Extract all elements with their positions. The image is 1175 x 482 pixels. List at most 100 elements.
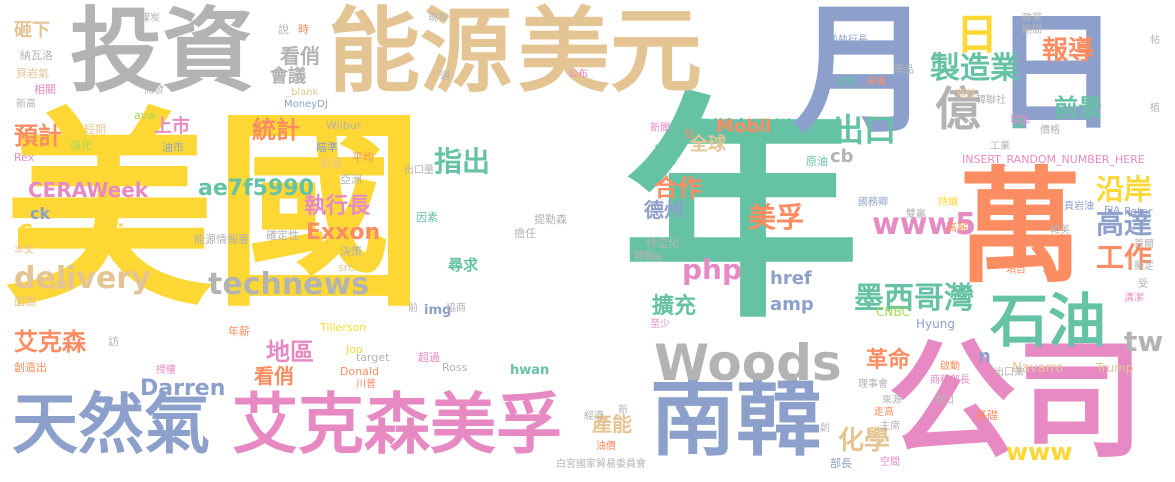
cloud-word-ae7f5990: ae7f5990 xyxy=(198,176,314,201)
cloud-word-ross: Ross xyxy=(442,361,468,374)
cloud-word-minister: 部長 xyxy=(830,457,852,470)
cloud-word-exxon: Exxon xyxy=(306,220,381,245)
cloud-word-invest: 投資 xyxy=(70,0,255,105)
cloud-word-seek: 尋求 xyxy=(448,256,479,274)
cloud-word-factor: 因素 xyxy=(416,211,438,224)
cloud-word-sec-state: 國務卿 xyxy=(858,197,888,208)
cloud-word-joo: Joo xyxy=(346,343,363,356)
cloud-word-note-4: 創 xyxy=(820,423,830,434)
cloud-word-ceraweek: CERAWeek xyxy=(28,178,149,202)
cloud-word-commerce-sec: 商務部長 xyxy=(930,375,970,386)
cloud-word-usd: 美元 xyxy=(518,0,703,105)
cloud-word-href: href xyxy=(770,268,812,289)
cloud-word-coal: 煤炭 xyxy=(140,13,160,24)
cloud-word-global: 全球 xyxy=(690,134,726,155)
cloud-word-korea: 南韓 xyxy=(650,368,822,468)
cloud-word-exporter: 出口業 xyxy=(994,367,1024,378)
cloud-word-develop: 開發 xyxy=(144,85,164,96)
cloud-word-avw: avw xyxy=(134,109,157,122)
cloud-word-announce: 公布 xyxy=(568,69,588,80)
cloud-word-www5: www5 xyxy=(872,207,977,242)
cloud-word-at-least: 至少 xyxy=(650,319,670,330)
cloud-word-estimate: 預計 xyxy=(14,122,62,150)
cloud-word-note-1: 帖 xyxy=(1150,35,1160,46)
cloud-word-louisiana: 路易斯安那州 xyxy=(672,116,792,140)
cloud-word-blank: _blank xyxy=(286,87,319,98)
cloud-word-tw: tw xyxy=(1124,325,1164,358)
cloud-word-portion: 份 xyxy=(652,253,662,264)
cloud-word-img: img xyxy=(424,303,452,318)
cloud-word-korea-us: 韓美 xyxy=(1050,225,1070,236)
cloud-word-php: php xyxy=(682,253,743,286)
cloud-word-period: 期間 xyxy=(1022,25,1042,36)
cloud-word-price: 價格 xyxy=(1040,125,1060,136)
cloud-word-month: 月 xyxy=(792,0,933,153)
cloud-word-peter: Peter xyxy=(1124,205,1153,218)
cloud-word-wilbur: Wilbur xyxy=(326,119,362,132)
cloud-word-export-volume: 出口量 xyxy=(404,165,434,176)
cloud-word-cooperate: 合作 xyxy=(654,174,702,202)
cloud-word-exxon-zh: 艾克森 xyxy=(14,328,86,356)
cloud-word-target: target xyxy=(356,351,390,364)
cloud-word-trump: Trump xyxy=(1096,361,1134,375)
cloud-word-year: 年 xyxy=(622,74,860,351)
cloud-word-see: 請見 xyxy=(52,281,72,292)
cloud-word-related: 相關 xyxy=(34,83,56,96)
cloud-word-eia-zh: 能源情報署 xyxy=(194,233,249,246)
cloud-word-account: 佔 xyxy=(684,127,695,140)
cloud-word-mobil: Mobil xyxy=(716,116,772,137)
cloud-word-technews: technews xyxy=(208,267,370,302)
cloud-word-project: 項目 xyxy=(1006,265,1026,276)
cloud-word-eia: EIA xyxy=(1104,205,1121,216)
cloud-word-before: 前 xyxy=(408,303,418,314)
cloud-word-market: 市場 xyxy=(866,77,886,88)
cloud-word-strengthen: 強化 xyxy=(70,139,92,152)
cloud-word-construction: 建設 xyxy=(836,77,856,88)
cloud-word-coast: 沿岸 xyxy=(1096,173,1153,206)
cloud-word-chemistry: 化學 xyxy=(838,426,891,456)
cloud-word-average: 平均 xyxy=(352,151,374,164)
cloud-word-oil-market: 油市 xyxy=(162,141,184,154)
cloud-word-navarro: Navarro xyxy=(1012,361,1064,376)
cloud-word-exxonmobil: 艾克森美孚 xyxy=(232,386,562,463)
cloud-word-revolution: 革命 xyxy=(866,348,911,373)
cloud-word-week: 週 xyxy=(440,71,450,82)
cloud-word-certainty: 確定性 xyxy=(266,229,299,242)
cloud-word-a: a xyxy=(1012,112,1025,133)
cloud-word-insert-random: INSERT_RANDOM_NUMBER_HERE xyxy=(962,153,1145,166)
cloud-word-launch: 啟動 xyxy=(940,361,960,372)
cloud-word-note-5: 新 xyxy=(618,405,628,416)
cloud-word-visit: 訪 xyxy=(108,335,119,348)
cloud-word-party: 政黨 xyxy=(1022,13,1042,24)
cloud-word-energy: 能源 xyxy=(328,0,513,105)
cloud-word-salary: 年薪 xyxy=(228,325,250,338)
cloud-word-gulf: 墨西哥灣 xyxy=(854,281,974,316)
cloud-word-existing: 現有 xyxy=(428,13,448,24)
cloud-word-foundation: 基礎 xyxy=(976,409,998,422)
cloud-word-forecast: 預估 xyxy=(956,89,976,100)
cloud-word-export: 出口 xyxy=(832,111,897,149)
cloud-word-serve: 擔任 xyxy=(514,227,536,240)
cloud-word-council: 理事會 xyxy=(858,379,888,390)
cloud-word-chem-products: 學品 xyxy=(894,65,914,76)
cloud-word-amp: amp xyxy=(770,294,814,315)
cloud-word-darren: Darren xyxy=(140,376,226,401)
cloud-word-hyung: Hyung xyxy=(916,317,955,331)
cloud-word-trade: 貿易 xyxy=(320,157,342,170)
cloud-word-manufacturing: 製造業 xyxy=(930,51,1020,86)
cloud-word-optimistic-orange: 看俏 xyxy=(254,364,294,388)
cloud-word-invest-huge: 砸下 xyxy=(14,20,50,41)
cloud-word-capacity: 產能 xyxy=(592,412,632,436)
cloud-word-yonhap: 韓聯社 xyxy=(976,95,1006,106)
cloud-word-industry: 工業 xyxy=(990,141,1010,152)
cloud-word-win-win: 雙贏 xyxy=(906,209,926,220)
cloud-word-hwan: hwan xyxy=(510,363,550,378)
cloud-word-shale-gas: 頁岩氣 xyxy=(16,67,49,80)
cloud-word-source: 來源 xyxy=(882,395,902,406)
cloud-word-former-ceo: 前執行長 xyxy=(828,35,868,46)
cloud-word-oil-price: 油價 xyxy=(596,441,616,452)
cloud-word-this-article: 本文 xyxy=(14,245,34,256)
cloud-word-ck: ck xyxy=(30,204,51,223)
cloud-word-trump-zh: 川普 xyxy=(356,379,376,390)
